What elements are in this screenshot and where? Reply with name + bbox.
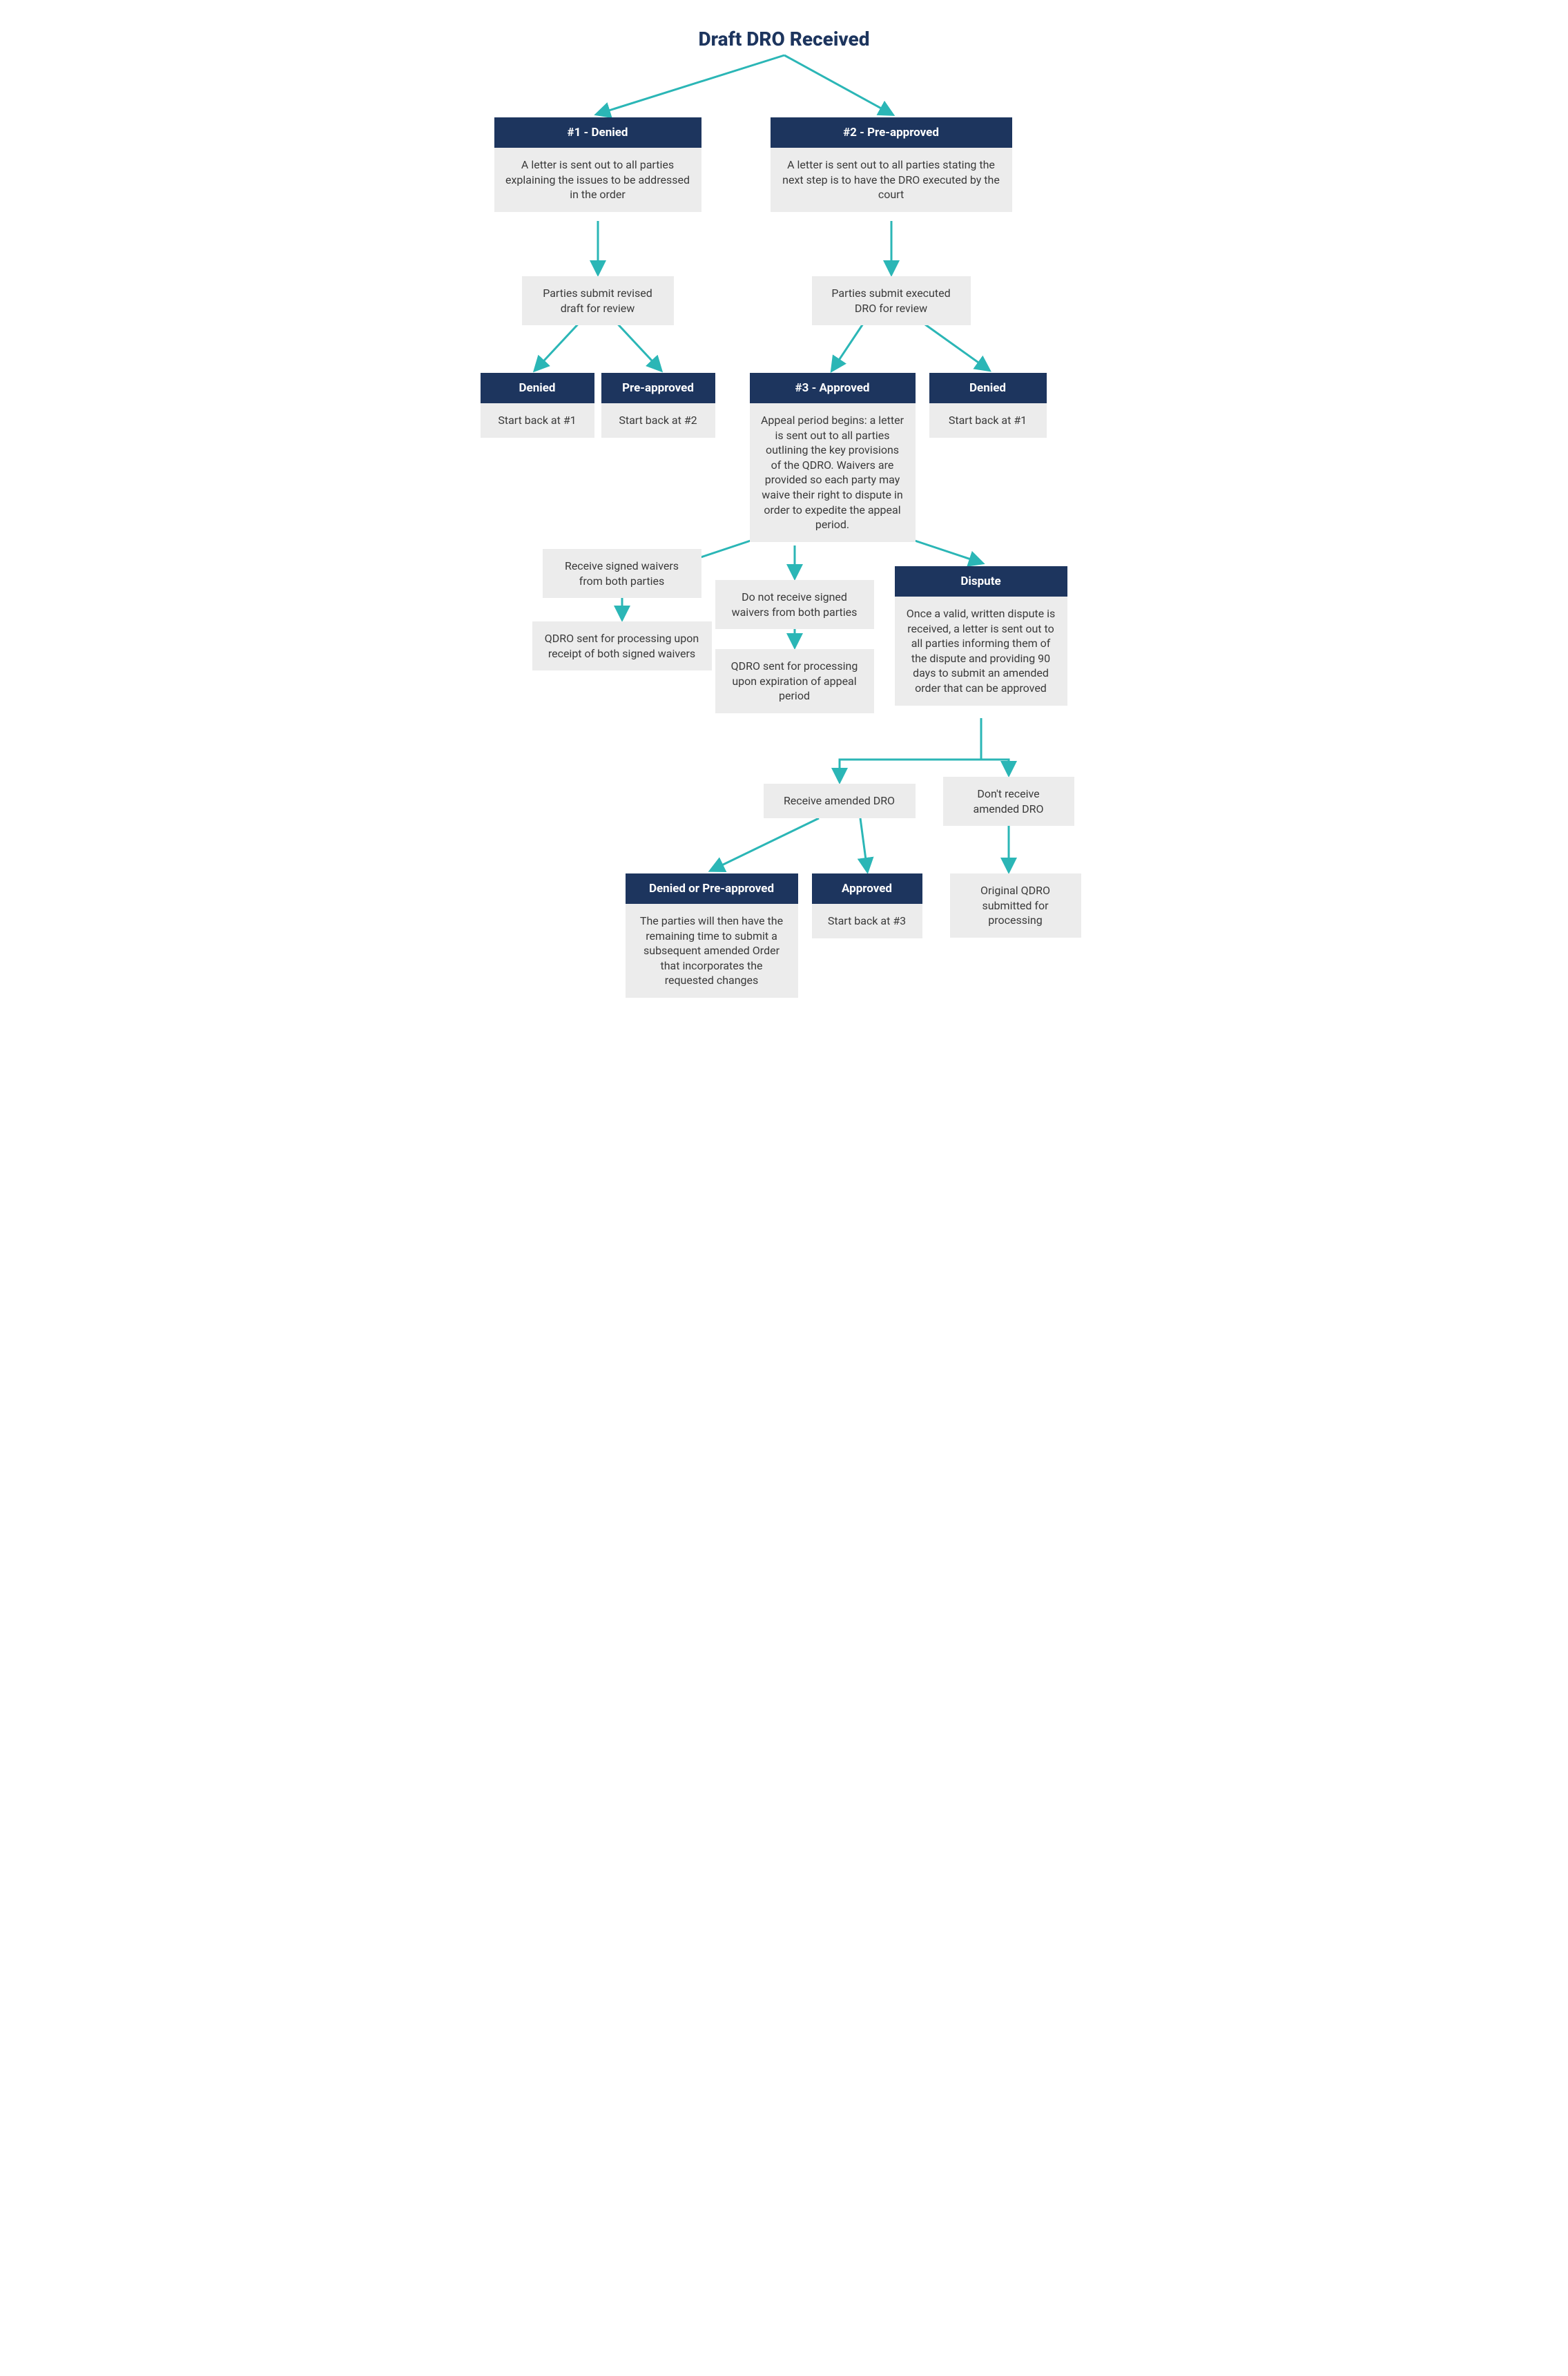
- node-body: Don't receive amended DRO: [943, 777, 1074, 826]
- node-denied-back-1b: Denied Start back at #1: [929, 373, 1047, 438]
- node-body: Original QDRO submitted for processing: [950, 873, 1081, 938]
- node-approved-back-3: Approved Start back at #3: [812, 873, 922, 938]
- node-denied-back-1: Denied Start back at #1: [481, 373, 594, 438]
- node-receive-waivers: Receive signed waivers from both parties: [543, 549, 701, 598]
- node-qdro-sent-expiration: QDRO sent for processing upon expiration…: [715, 649, 874, 713]
- node-header: Denied: [481, 373, 594, 403]
- node-body: Appeal period begins: a letter is sent o…: [750, 403, 916, 542]
- node-3-approved: #3 - Approved Appeal period begins: a le…: [750, 373, 916, 542]
- node-header: #2 - Pre-approved: [771, 117, 1012, 148]
- node-body: Once a valid, written dispute is receive…: [895, 597, 1067, 706]
- node-body: Parties submit revised draft for review: [522, 276, 674, 325]
- node-body: Do not receive signed waivers from both …: [715, 580, 874, 629]
- node-body: The parties will then have the remaining…: [626, 904, 798, 998]
- node-parties-executed-dro: Parties submit executed DRO for review: [812, 276, 971, 325]
- node-2-preapproved: #2 - Pre-approved A letter is sent out t…: [771, 117, 1012, 212]
- node-no-waivers: Do not receive signed waivers from both …: [715, 580, 874, 629]
- node-parties-revised-draft: Parties submit revised draft for review: [522, 276, 674, 325]
- node-body: QDRO sent for processing upon receipt of…: [532, 621, 712, 670]
- node-body: Start back at #3: [812, 904, 922, 938]
- node-body: Start back at #1: [481, 403, 594, 438]
- node-body: Start back at #2: [601, 403, 715, 438]
- node-body: Receive signed waivers from both parties: [543, 549, 701, 598]
- node-header: #1 - Denied: [494, 117, 701, 148]
- node-1-denied: #1 - Denied A letter is sent out to all …: [494, 117, 701, 212]
- node-header: Denied: [929, 373, 1047, 403]
- node-body: QDRO sent for processing upon expiration…: [715, 649, 874, 713]
- node-header: Approved: [812, 873, 922, 904]
- node-body: Parties submit executed DRO for review: [812, 276, 971, 325]
- node-header: #3 - Approved: [750, 373, 916, 403]
- node-body: A letter is sent out to all parties stat…: [771, 148, 1012, 212]
- node-qdro-sent-waivers: QDRO sent for processing upon receipt of…: [532, 621, 712, 670]
- node-header: Dispute: [895, 566, 1067, 597]
- node-receive-amended: Receive amended DRO: [764, 784, 916, 818]
- node-body: Receive amended DRO: [764, 784, 916, 818]
- node-dispute: Dispute Once a valid, written dispute is…: [895, 566, 1067, 706]
- node-no-amended: Don't receive amended DRO: [943, 777, 1074, 826]
- title: Draft DRO Received: [674, 28, 895, 50]
- node-body: A letter is sent out to all parties expl…: [494, 148, 701, 212]
- node-denied-or-preapproved: Denied or Pre-approved The parties will …: [626, 873, 798, 998]
- flowchart-canvas: Draft DRO Received #1 - Denied A letter …: [453, 28, 1116, 1022]
- node-header: Denied or Pre-approved: [626, 873, 798, 904]
- node-original-qdro: Original QDRO submitted for processing: [950, 873, 1081, 938]
- node-body: Start back at #1: [929, 403, 1047, 438]
- node-preapproved-back-2: Pre-approved Start back at #2: [601, 373, 715, 438]
- node-header: Pre-approved: [601, 373, 715, 403]
